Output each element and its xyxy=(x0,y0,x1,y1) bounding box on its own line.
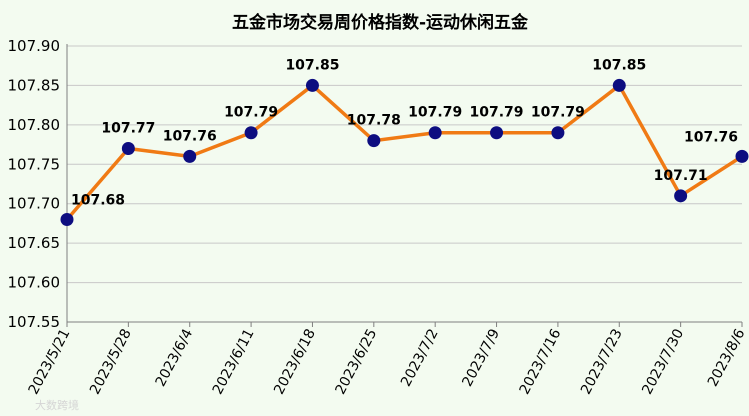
data-label: 107.79 xyxy=(531,105,585,121)
y-tick-label: 107.85 xyxy=(8,76,61,94)
x-tick-label: 2023/7/23 xyxy=(578,326,626,397)
data-labels: 107.68 107.77 107.76 107.79 107.85 107.78 107.… xyxy=(71,57,738,208)
x-tick-label: 2023/7/9 xyxy=(459,326,503,389)
x-tick-labels: 2023/5/21 2023/5/28 2023/6/4 2023/6/11 2023/… xyxy=(26,326,749,397)
data-label: 107.71 xyxy=(654,168,708,184)
data-label: 107.85 xyxy=(285,57,339,73)
chart-title: 五金市场交易周价格指数-运动休闲五金 xyxy=(232,12,529,33)
x-tick-label: 2023/8/6 xyxy=(705,326,749,389)
data-point xyxy=(735,149,749,163)
series-layer xyxy=(60,78,749,226)
data-label: 107.78 xyxy=(347,113,401,129)
data-point xyxy=(305,78,319,92)
x-tick-label: 2023/6/4 xyxy=(153,326,197,389)
axes xyxy=(66,44,743,327)
data-point xyxy=(121,142,135,156)
data-label: 107.85 xyxy=(592,57,646,73)
y-tick-label: 107.75 xyxy=(8,155,61,173)
x-tick-label: 2023/6/18 xyxy=(271,326,319,397)
data-label: 107.68 xyxy=(71,192,125,208)
data-point xyxy=(612,78,626,92)
data-point xyxy=(428,126,442,140)
y-tick-labels: 107.90 107.85 107.80 107.75 107.70 107.65 107.… xyxy=(8,37,61,331)
y-tick-label: 107.65 xyxy=(8,234,61,252)
y-tick-label: 107.60 xyxy=(8,274,61,292)
x-tick-label: 2023/6/25 xyxy=(333,326,381,397)
gridlines xyxy=(67,45,742,323)
data-label: 107.79 xyxy=(224,105,278,121)
data-label: 107.79 xyxy=(408,105,462,121)
data-point xyxy=(674,189,688,203)
data-point xyxy=(367,134,381,148)
data-point xyxy=(183,149,197,163)
data-label: 107.79 xyxy=(470,105,524,121)
data-point xyxy=(490,126,504,140)
data-label: 107.76 xyxy=(163,128,217,144)
y-tick-label: 107.70 xyxy=(8,195,61,213)
y-tick-label: 107.90 xyxy=(8,37,61,55)
x-tick-label: 2023/7/2 xyxy=(398,326,442,389)
x-tick-label: 2023/7/16 xyxy=(517,326,565,397)
x-tick-label: 2023/6/11 xyxy=(210,326,258,397)
data-point xyxy=(244,126,258,140)
x-tick-label: 2023/7/30 xyxy=(639,326,687,397)
data-point xyxy=(551,126,565,140)
series-line xyxy=(65,83,743,221)
data-point xyxy=(60,212,74,226)
x-tick-label: 2023/5/28 xyxy=(87,326,135,397)
x-tick-label: 2023/5/21 xyxy=(26,326,74,397)
data-label: 107.76 xyxy=(684,129,738,145)
data-label: 107.77 xyxy=(101,121,155,137)
y-tick-label: 107.80 xyxy=(8,116,61,134)
y-tick-label: 107.55 xyxy=(8,313,61,331)
watermark-text: 大数跨境 xyxy=(35,398,79,412)
